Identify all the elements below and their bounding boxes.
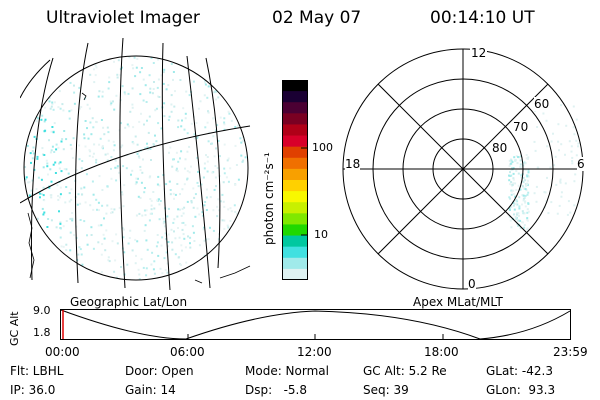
dsp-info: Dsp: -5.8	[245, 383, 308, 397]
colorbar-band	[282, 113, 308, 125]
colorbar-band	[282, 157, 308, 170]
orbit-xtick-0: 00:00	[45, 345, 80, 359]
instrument-title: Ultraviolet Imager	[46, 8, 200, 28]
date-label: 02 May 07	[272, 8, 362, 28]
colorbar-band	[282, 135, 308, 148]
colorbar-band	[282, 102, 308, 114]
mlat-label-70: 70	[513, 120, 529, 134]
colorbar-band	[282, 257, 308, 270]
altitude-curve	[60, 309, 571, 340]
colorbar-band	[282, 224, 308, 237]
colorbar-tick-10: 10	[314, 228, 328, 241]
time-label: 00:14:10 UT	[430, 8, 535, 28]
filter-info: Flt: LBHL	[10, 364, 64, 378]
colorbar-band	[282, 246, 308, 259]
mlt-label-18: 18	[345, 157, 361, 171]
mlat-label-80: 80	[492, 141, 508, 155]
coastline	[27, 92, 251, 284]
orbit-xtick-2: 12:00	[297, 345, 332, 359]
mlat-label-60: 60	[534, 97, 550, 111]
gc-alt-info: GC Alt: 5.2 Re	[363, 364, 447, 378]
colorbar-tick-100: 100	[312, 141, 333, 154]
orbit-ytick-bottom: 1.8	[33, 326, 51, 339]
mode-info: Mode: Normal	[245, 364, 329, 378]
colorbar-band	[282, 80, 308, 92]
colorbar-band	[282, 168, 308, 181]
seq-info: Seq: 39	[363, 383, 409, 397]
door-info: Door: Open	[125, 364, 194, 378]
glat-info: GLat: -42.3	[486, 364, 553, 378]
orbit-altitude-plot	[60, 309, 571, 340]
polar-caption: Apex MLat/MLT	[413, 295, 503, 309]
polar-mlt-plot	[342, 48, 584, 290]
colorbar-band	[282, 124, 308, 137]
mlt-label-12: 12	[470, 46, 488, 60]
polar-grid	[342, 48, 584, 290]
geographic-caption: Geographic Lat/Lon	[70, 295, 188, 309]
colorbar-band	[282, 268, 308, 280]
earth-disc-outline	[23, 55, 249, 281]
mlt-label-6: 6	[577, 157, 585, 171]
colorbar-band	[282, 213, 308, 225]
colorbar-band	[282, 180, 308, 192]
colorbar-band	[282, 235, 308, 248]
geographic-grid	[20, 38, 251, 291]
colorbar-band	[282, 191, 308, 203]
colorbar-band	[282, 91, 308, 103]
colorbar-band	[282, 202, 308, 214]
orbit-xtick-3: 18:00	[424, 345, 459, 359]
colorbar-band	[282, 146, 308, 159]
colorbar	[282, 80, 308, 280]
orbit-xtick-1: 06:00	[170, 345, 205, 359]
orbit-ytick-top: 9.0	[33, 304, 51, 317]
orbit-xtick-4: 23:59	[553, 345, 588, 359]
ip-info: IP: 36.0	[10, 383, 56, 397]
geographic-image	[20, 38, 251, 291]
colorbar-unit-label: photon cm⁻²s⁻¹	[262, 152, 276, 245]
gain-info: Gain: 14	[125, 383, 176, 397]
glon-info: GLon: 93.3	[486, 383, 556, 397]
orbit-axis-label: GC Alt	[8, 311, 21, 346]
mlt-label-0: 0	[468, 277, 476, 291]
